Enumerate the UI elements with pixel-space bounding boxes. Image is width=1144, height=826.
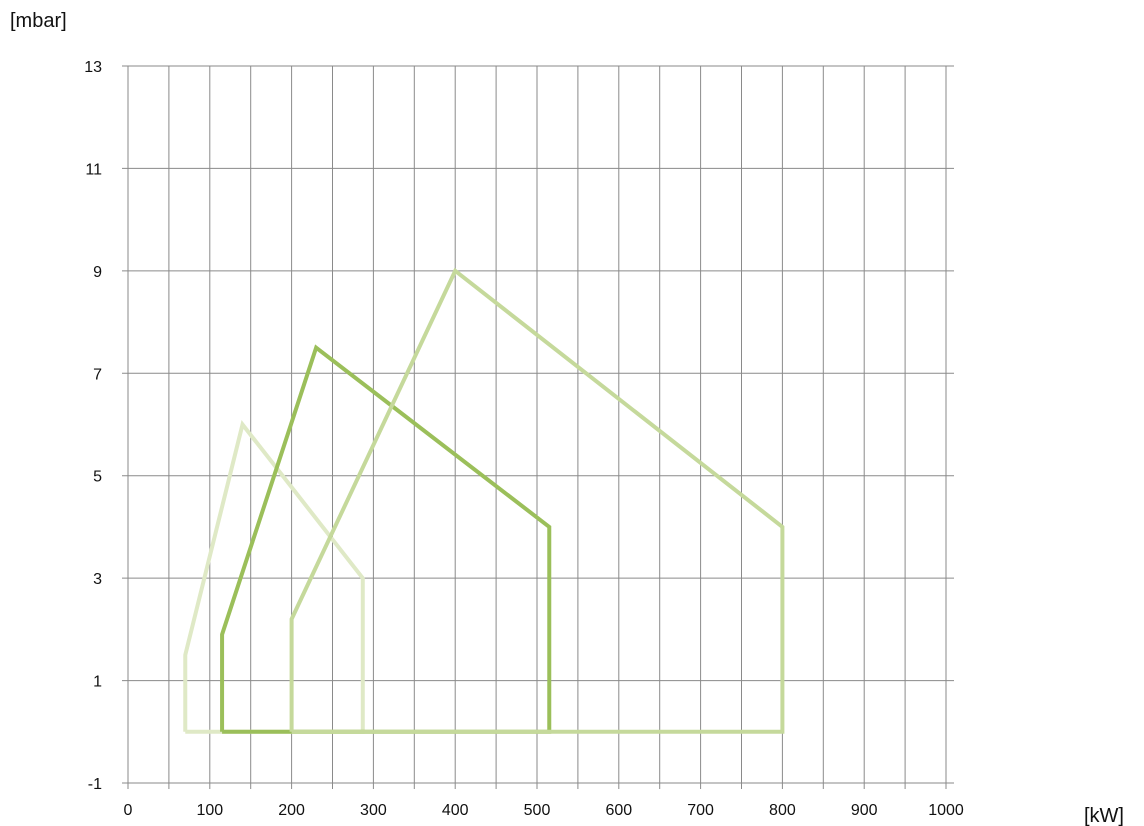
y-tick-label: 13 <box>84 59 102 76</box>
x-tick-label: 300 <box>360 802 387 819</box>
series-line-2 <box>220 344 552 734</box>
grid <box>122 65 954 789</box>
x-tick-label: 100 <box>196 802 223 819</box>
y-tick-label: 3 <box>93 571 102 588</box>
x-tick-label: 800 <box>769 802 796 819</box>
series-line-3 <box>289 267 785 734</box>
x-tick-label: 900 <box>851 802 878 819</box>
x-axis-ticks: 0 100 200 300 400 500 600 700 800 900 1000 <box>124 802 964 819</box>
series-group <box>183 267 785 734</box>
x-tick-label: 400 <box>442 802 469 819</box>
x-tick-label: 200 <box>278 802 305 819</box>
x-tick-label: 700 <box>687 802 714 819</box>
y-tick-label: 11 <box>85 161 102 178</box>
y-tick-label: 5 <box>93 469 102 486</box>
x-axis-unit-label: [kW] <box>1084 805 1124 826</box>
x-tick-label: 0 <box>124 802 133 819</box>
y-tick-label: 9 <box>93 264 102 281</box>
y-tick-label: -1 <box>88 776 102 793</box>
y-tick-label: 7 <box>93 366 102 383</box>
y-tick-label: 1 <box>93 674 102 691</box>
x-tick-label: 500 <box>524 802 551 819</box>
x-tick-label: 600 <box>605 802 632 819</box>
y-axis-unit-label: [mbar] <box>10 10 67 32</box>
x-tick-label: 1000 <box>928 802 964 819</box>
